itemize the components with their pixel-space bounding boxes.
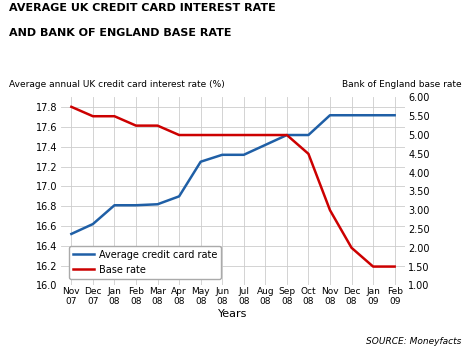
Average credit card rate [90, 222, 96, 226]
Average credit card rate [198, 160, 204, 164]
Base rate [219, 133, 225, 137]
X-axis label: Years: Years [218, 309, 248, 319]
Base rate [262, 133, 268, 137]
Base rate [133, 124, 139, 128]
Average credit card rate [327, 113, 333, 117]
Average credit card rate [219, 153, 225, 157]
Base rate [90, 114, 96, 118]
Text: Bank of England base rate: Bank of England base rate [342, 80, 461, 89]
Line: Base rate: Base rate [71, 107, 395, 267]
Line: Average credit card rate: Average credit card rate [71, 115, 395, 234]
Average credit card rate [69, 232, 74, 236]
Base rate [306, 152, 311, 156]
Base rate [349, 246, 354, 250]
Base rate [327, 208, 333, 212]
Base rate [112, 114, 117, 118]
Base rate [176, 133, 182, 137]
Average credit card rate [176, 194, 182, 198]
Average credit card rate [262, 143, 268, 147]
Text: AND BANK OF ENGLAND BASE RATE: AND BANK OF ENGLAND BASE RATE [9, 28, 232, 38]
Text: SOURCE: Moneyfacts: SOURCE: Moneyfacts [366, 337, 461, 346]
Average credit card rate [284, 133, 290, 137]
Legend: Average credit card rate, Base rate: Average credit card rate, Base rate [69, 246, 221, 279]
Average credit card rate [370, 113, 376, 117]
Base rate [241, 133, 247, 137]
Base rate [198, 133, 204, 137]
Base rate [155, 124, 160, 128]
Text: AVERAGE UK CREDIT CARD INTEREST RATE: AVERAGE UK CREDIT CARD INTEREST RATE [9, 3, 276, 14]
Base rate [392, 264, 397, 269]
Text: Average annual UK credit card interest rate (%): Average annual UK credit card interest r… [9, 80, 225, 89]
Base rate [370, 264, 376, 269]
Average credit card rate [241, 153, 247, 157]
Average credit card rate [392, 113, 397, 117]
Average credit card rate [306, 133, 311, 137]
Base rate [284, 133, 290, 137]
Base rate [69, 105, 74, 109]
Average credit card rate [155, 202, 160, 206]
Average credit card rate [133, 203, 139, 207]
Average credit card rate [349, 113, 354, 117]
Average credit card rate [112, 203, 117, 207]
